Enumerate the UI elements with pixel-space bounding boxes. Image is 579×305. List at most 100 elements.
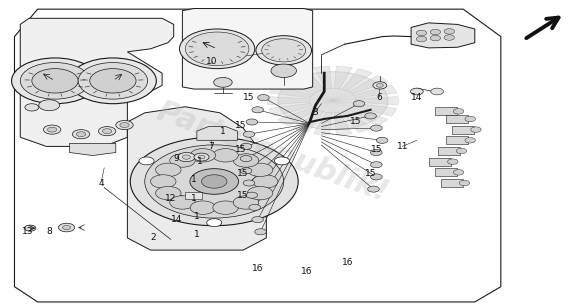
Circle shape bbox=[371, 174, 382, 180]
Circle shape bbox=[116, 120, 133, 130]
Circle shape bbox=[240, 168, 252, 174]
Circle shape bbox=[190, 169, 239, 194]
Circle shape bbox=[233, 154, 259, 167]
Text: 4: 4 bbox=[98, 178, 104, 188]
Polygon shape bbox=[411, 23, 475, 48]
Circle shape bbox=[98, 127, 116, 136]
Circle shape bbox=[278, 72, 388, 130]
Wedge shape bbox=[333, 69, 372, 101]
Text: 15: 15 bbox=[365, 169, 376, 178]
Circle shape bbox=[198, 155, 205, 159]
Text: 1: 1 bbox=[197, 157, 203, 166]
Text: 15: 15 bbox=[237, 191, 249, 200]
Circle shape bbox=[214, 77, 232, 87]
Circle shape bbox=[243, 131, 255, 137]
FancyBboxPatch shape bbox=[452, 126, 474, 134]
Text: 16: 16 bbox=[252, 264, 263, 273]
Wedge shape bbox=[333, 101, 352, 135]
Circle shape bbox=[207, 219, 222, 227]
Polygon shape bbox=[127, 107, 266, 250]
Circle shape bbox=[431, 88, 444, 95]
Circle shape bbox=[156, 186, 181, 200]
Circle shape bbox=[24, 225, 36, 231]
Circle shape bbox=[459, 180, 470, 186]
Text: 14: 14 bbox=[411, 93, 423, 102]
Circle shape bbox=[240, 143, 252, 149]
Circle shape bbox=[373, 82, 387, 89]
Circle shape bbox=[201, 175, 227, 188]
Polygon shape bbox=[69, 143, 116, 156]
Circle shape bbox=[371, 149, 382, 156]
Text: 1: 1 bbox=[191, 175, 197, 185]
Circle shape bbox=[453, 170, 464, 175]
Text: 10: 10 bbox=[206, 56, 217, 66]
Wedge shape bbox=[333, 101, 372, 132]
Circle shape bbox=[213, 149, 239, 162]
Circle shape bbox=[179, 29, 255, 69]
Text: 15: 15 bbox=[371, 145, 382, 154]
Circle shape bbox=[365, 113, 376, 119]
Wedge shape bbox=[269, 85, 333, 101]
Text: 16: 16 bbox=[301, 267, 313, 276]
Circle shape bbox=[139, 157, 154, 165]
Circle shape bbox=[240, 156, 252, 162]
Circle shape bbox=[411, 88, 423, 95]
Wedge shape bbox=[333, 96, 398, 105]
Circle shape bbox=[430, 29, 441, 35]
Wedge shape bbox=[269, 101, 333, 116]
Circle shape bbox=[194, 153, 209, 161]
Circle shape bbox=[371, 125, 382, 131]
Circle shape bbox=[258, 95, 269, 101]
Text: 2: 2 bbox=[151, 233, 156, 242]
Circle shape bbox=[130, 137, 298, 226]
Text: 11: 11 bbox=[397, 142, 408, 151]
Text: 13: 13 bbox=[22, 227, 34, 236]
Polygon shape bbox=[14, 9, 501, 302]
Circle shape bbox=[416, 36, 427, 42]
Wedge shape bbox=[314, 101, 333, 135]
Text: 6: 6 bbox=[376, 93, 382, 102]
Circle shape bbox=[249, 204, 261, 210]
Circle shape bbox=[90, 69, 136, 93]
Circle shape bbox=[262, 39, 306, 62]
Circle shape bbox=[76, 132, 86, 137]
Circle shape bbox=[170, 154, 195, 167]
Circle shape bbox=[448, 159, 458, 164]
Circle shape bbox=[178, 152, 195, 162]
Circle shape bbox=[456, 148, 467, 154]
Text: 7: 7 bbox=[208, 142, 214, 151]
Circle shape bbox=[274, 157, 290, 165]
Circle shape bbox=[63, 225, 71, 230]
Circle shape bbox=[252, 107, 263, 113]
Circle shape bbox=[20, 63, 90, 99]
FancyBboxPatch shape bbox=[185, 192, 202, 199]
Circle shape bbox=[471, 127, 481, 132]
Text: 15: 15 bbox=[234, 145, 246, 154]
FancyBboxPatch shape bbox=[441, 179, 463, 187]
Wedge shape bbox=[333, 101, 388, 126]
Text: 15: 15 bbox=[350, 117, 362, 127]
Circle shape bbox=[465, 116, 475, 122]
Wedge shape bbox=[333, 85, 397, 101]
Circle shape bbox=[252, 217, 263, 223]
Circle shape bbox=[310, 88, 356, 113]
Circle shape bbox=[182, 155, 190, 159]
Circle shape bbox=[43, 125, 61, 134]
Circle shape bbox=[376, 137, 388, 143]
Circle shape bbox=[145, 145, 284, 218]
Wedge shape bbox=[278, 101, 333, 126]
Circle shape bbox=[156, 163, 181, 177]
Circle shape bbox=[25, 104, 39, 111]
Text: Partsrepublik!: Partsrepublik! bbox=[152, 97, 392, 208]
Text: 1: 1 bbox=[194, 212, 200, 221]
Circle shape bbox=[12, 58, 98, 104]
Circle shape bbox=[368, 186, 379, 192]
Polygon shape bbox=[182, 9, 313, 89]
Circle shape bbox=[190, 201, 215, 214]
Wedge shape bbox=[333, 75, 388, 101]
Text: 14: 14 bbox=[171, 215, 182, 224]
Circle shape bbox=[190, 149, 215, 162]
Circle shape bbox=[353, 101, 365, 107]
Text: 3: 3 bbox=[313, 108, 318, 117]
Text: 12: 12 bbox=[165, 194, 177, 203]
